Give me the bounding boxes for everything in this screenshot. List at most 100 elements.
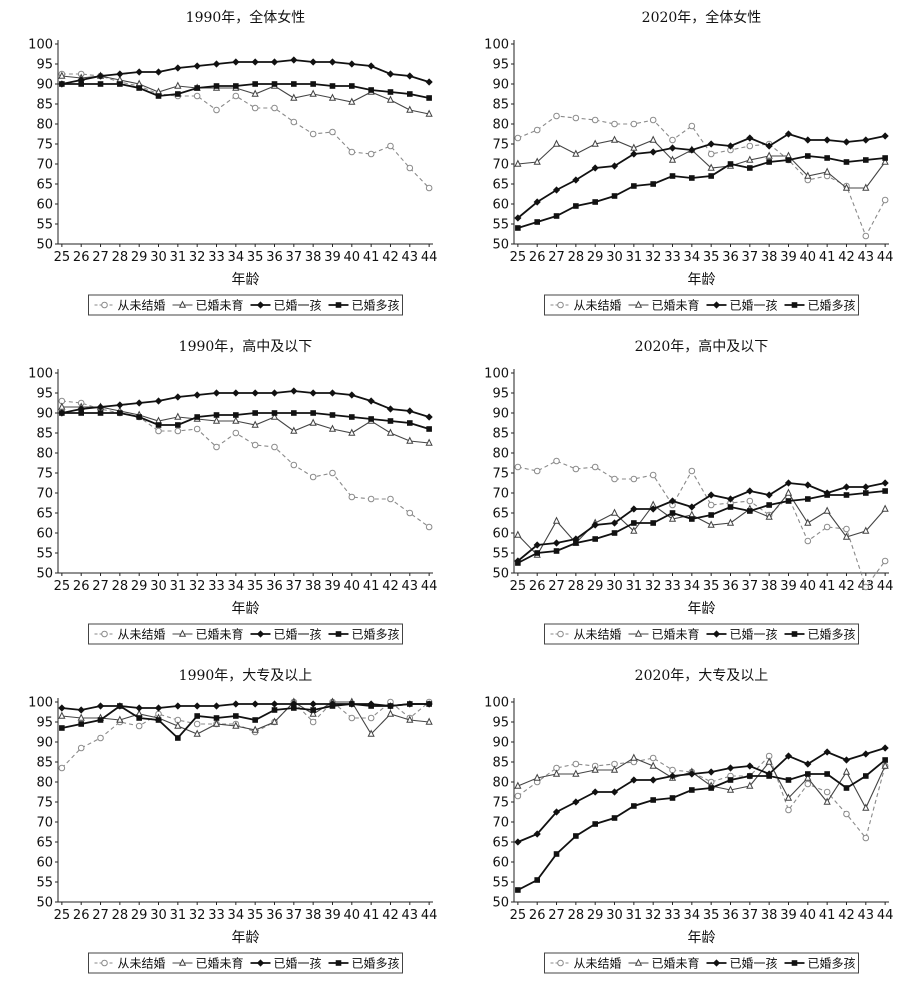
- data-point: [77, 76, 85, 84]
- x-tick-label: 36: [266, 579, 283, 594]
- x-tick-label: 36: [266, 250, 283, 265]
- series-1: [58, 397, 433, 531]
- y-tick-label: 55: [36, 876, 53, 891]
- legend-marker: [178, 629, 187, 637]
- data-point: [649, 116, 657, 124]
- series-line: [61, 412, 430, 430]
- data-point: [862, 183, 870, 191]
- data-point: [213, 412, 220, 418]
- x-tick-label: 36: [266, 908, 283, 923]
- data-point: [785, 777, 792, 783]
- data-point: [514, 159, 522, 167]
- series-line: [61, 701, 430, 769]
- x-tick-label: 41: [819, 250, 836, 265]
- series-3: [514, 744, 889, 846]
- y-tick-label: 95: [492, 58, 509, 73]
- data-point: [553, 548, 560, 554]
- data-point: [406, 407, 414, 415]
- data-point: [515, 225, 521, 231]
- data-point: [630, 526, 638, 534]
- legend-label: 已婚一孩: [274, 299, 322, 313]
- data-point: [193, 92, 201, 100]
- data-point: [135, 704, 143, 712]
- x-tick-label: 31: [170, 908, 187, 923]
- data-point: [823, 506, 831, 514]
- data-point: [726, 518, 735, 526]
- data-point: [406, 715, 414, 723]
- x-tick-label: 44: [421, 908, 438, 923]
- x-tick-label: 30: [606, 908, 623, 923]
- x-tick-label: 35: [703, 579, 720, 594]
- chart-title: 1990年，大专及以上: [179, 668, 313, 684]
- x-tick-label: 29: [587, 579, 604, 594]
- legend-label: 从未结婚: [118, 299, 166, 313]
- y-tick-label: 60: [492, 856, 509, 871]
- series-3: [58, 387, 433, 421]
- y-tick-label: 100: [28, 696, 53, 711]
- x-tick-label: 44: [877, 908, 894, 923]
- x-tick-label: 39: [780, 579, 797, 594]
- x-tick-label: 33: [208, 579, 225, 594]
- chart-title: 1990年，全体女性: [186, 9, 306, 26]
- data-point: [610, 508, 619, 516]
- legend-label: 已婚多孩: [808, 628, 856, 642]
- x-tick-label: 31: [626, 908, 643, 923]
- x-tick-label: 39: [324, 579, 341, 594]
- x-tick-label: 44: [877, 250, 894, 265]
- y-tick-label: 55: [492, 876, 509, 891]
- data-point: [232, 58, 240, 66]
- x-tick-label: 27: [548, 908, 565, 923]
- series-line: [61, 703, 430, 740]
- x-tick-label: 38: [761, 579, 778, 594]
- data-point: [233, 412, 239, 418]
- y-tick-label: 95: [36, 716, 53, 731]
- series-4: [59, 410, 432, 432]
- series-4: [59, 701, 432, 741]
- data-point: [213, 715, 220, 721]
- data-point: [349, 83, 355, 89]
- data-point: [309, 700, 317, 708]
- y-tick-label: 55: [36, 218, 53, 233]
- x-tick-label: 41: [363, 908, 380, 923]
- data-point: [97, 717, 104, 723]
- data-point: [270, 58, 279, 66]
- data-point: [117, 81, 123, 87]
- y-tick-label: 80: [492, 447, 509, 462]
- data-point: [270, 412, 279, 420]
- y-tick-label: 50: [492, 567, 509, 582]
- y-tick-label: 90: [492, 407, 509, 422]
- data-point: [668, 497, 677, 505]
- data-point: [843, 810, 850, 818]
- legend-box: [88, 294, 403, 316]
- data-point: [175, 735, 181, 741]
- data-point: [78, 81, 84, 87]
- data-point: [862, 526, 870, 534]
- y-tick-label: 50: [492, 896, 509, 911]
- y-tick-label: 60: [36, 527, 53, 542]
- chart-panel-4: 2020年，高中及以下 50 55 60 65 70 75 80 85 90 95 100 25 26 27…: [484, 338, 893, 645]
- data-point: [591, 788, 599, 796]
- series-line: [517, 757, 886, 810]
- legend-label: 已婚一孩: [730, 628, 778, 642]
- data-point: [863, 490, 869, 496]
- x-tick-label: 40: [800, 908, 817, 923]
- y-tick-label: 50: [36, 567, 53, 582]
- data-point: [746, 497, 754, 505]
- data-point: [804, 780, 812, 788]
- x-tick-label: 38: [305, 250, 322, 265]
- data-point: [309, 130, 317, 138]
- y-tick-label: 55: [492, 218, 509, 233]
- data-point: [368, 703, 374, 709]
- data-point: [329, 83, 336, 89]
- series-1: [514, 752, 889, 842]
- data-point: [650, 797, 656, 803]
- y-tick-label: 90: [36, 736, 53, 751]
- data-point: [310, 81, 316, 87]
- data-point: [668, 144, 677, 152]
- data-point: [77, 713, 85, 721]
- data-point: [425, 78, 433, 86]
- legend-marker: [335, 960, 342, 966]
- data-point: [862, 483, 870, 491]
- data-point: [212, 702, 221, 710]
- data-point: [746, 487, 754, 495]
